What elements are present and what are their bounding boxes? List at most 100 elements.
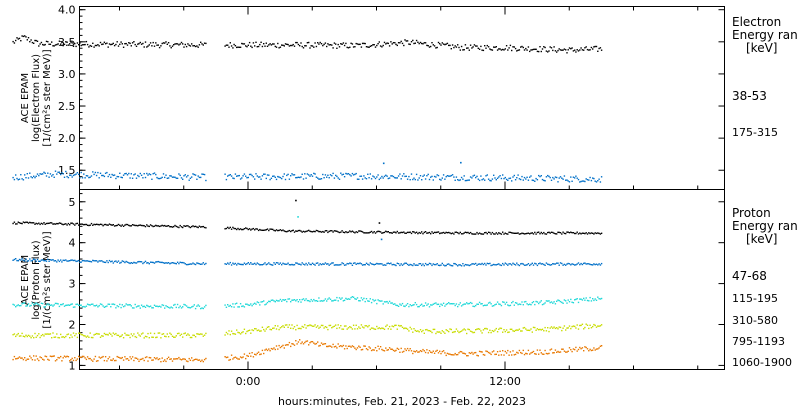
data-point — [30, 176, 32, 178]
data-point — [191, 176, 193, 178]
data-point — [74, 334, 76, 337]
data-point — [203, 306, 206, 308]
data-point — [597, 296, 599, 298]
data-point — [414, 302, 416, 304]
data-point — [183, 358, 185, 360]
data-point — [487, 263, 490, 265]
data-point — [421, 264, 423, 267]
data-point — [484, 327, 486, 330]
data-point — [292, 264, 294, 266]
data-point — [493, 305, 495, 307]
data-point — [175, 306, 177, 309]
data-point — [295, 177, 297, 179]
data-point — [481, 262, 483, 265]
data-point — [320, 300, 323, 302]
data-point — [174, 336, 176, 338]
data-point — [62, 303, 64, 305]
data-point — [463, 232, 465, 234]
data-point — [301, 173, 303, 175]
data-point — [424, 42, 427, 44]
data-point — [496, 263, 499, 266]
data-point — [329, 345, 332, 347]
data-point — [99, 303, 102, 305]
data-point — [75, 222, 77, 225]
data-point — [277, 229, 279, 232]
data-point — [436, 231, 438, 233]
data-point — [504, 262, 506, 264]
data-point — [481, 332, 483, 334]
data-point — [409, 231, 411, 233]
data-point — [188, 334, 190, 336]
data-point — [404, 175, 406, 178]
data-point — [332, 343, 334, 346]
data-point — [567, 350, 569, 352]
data-point — [148, 356, 150, 359]
data-point — [12, 40, 14, 43]
data-point — [437, 264, 440, 266]
data-point — [169, 307, 171, 309]
data-point — [562, 302, 564, 304]
data-point — [494, 177, 496, 179]
data-point — [225, 178, 228, 181]
data-point — [227, 226, 229, 229]
data-point — [259, 264, 261, 266]
data-point — [379, 327, 382, 330]
data-point — [494, 264, 496, 266]
data-point — [431, 175, 433, 178]
data-point — [40, 357, 43, 359]
data-point — [255, 228, 257, 230]
data-point — [382, 177, 384, 179]
data-point — [527, 304, 530, 306]
data-point — [536, 50, 539, 53]
data-point — [144, 225, 147, 228]
data-point — [440, 303, 442, 305]
data-point — [440, 264, 442, 266]
data-point — [544, 349, 546, 352]
data-point — [241, 263, 243, 266]
data-point — [25, 221, 27, 223]
data-point — [165, 174, 167, 176]
data-point — [580, 180, 582, 183]
data-point — [323, 343, 325, 345]
data-point — [33, 222, 35, 224]
data-point — [553, 178, 555, 180]
data-point — [517, 329, 519, 331]
data-point — [313, 342, 315, 344]
data-point — [243, 228, 246, 230]
data-point — [71, 357, 73, 360]
data-point — [183, 225, 185, 227]
data-point — [460, 351, 463, 353]
data-point — [153, 304, 156, 306]
data-point — [296, 41, 298, 44]
data-point — [513, 304, 515, 306]
data-point — [282, 299, 284, 301]
data-point — [78, 259, 80, 262]
data-point — [532, 350, 535, 353]
data-point — [138, 360, 140, 362]
data-point — [234, 262, 237, 265]
data-point — [430, 330, 432, 332]
data-point — [33, 355, 35, 357]
data-point — [42, 302, 44, 305]
data-point — [21, 332, 23, 335]
data-point — [143, 305, 145, 307]
data-point — [556, 262, 558, 264]
data-point — [287, 43, 289, 46]
data-point — [299, 176, 301, 179]
data-point — [125, 358, 127, 360]
data-point — [406, 347, 409, 350]
data-point — [131, 177, 134, 179]
data-point — [406, 178, 409, 180]
data-point — [15, 358, 17, 360]
data-point — [38, 359, 40, 362]
data-point — [245, 332, 247, 335]
data-point — [467, 47, 469, 49]
data-point — [203, 334, 206, 336]
data-point — [561, 262, 563, 265]
data-point — [53, 304, 55, 306]
data-point — [63, 223, 66, 225]
data-point — [236, 228, 238, 231]
data-point — [97, 306, 99, 308]
data-point — [319, 263, 321, 265]
data-point — [381, 232, 383, 234]
